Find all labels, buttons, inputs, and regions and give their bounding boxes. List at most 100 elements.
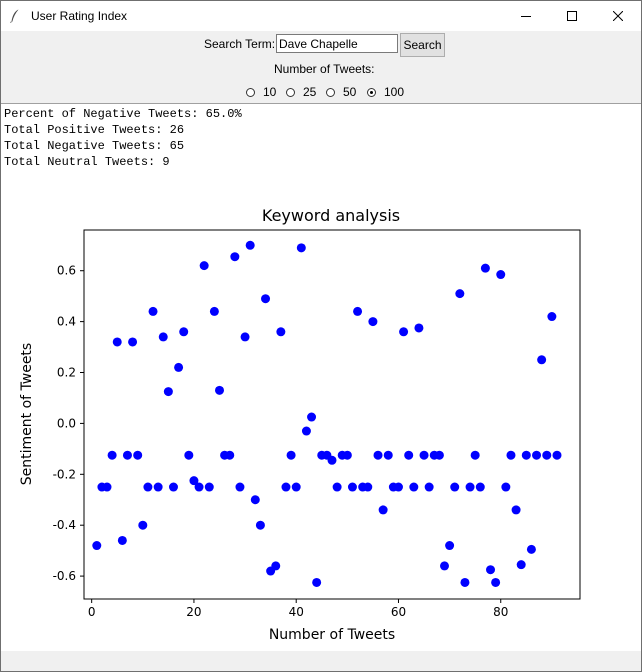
data-point — [204, 482, 214, 492]
x-axis-label: Number of Tweets — [269, 627, 395, 643]
data-point — [542, 450, 552, 460]
data-point — [271, 561, 281, 571]
x-tick-label: 20 — [186, 605, 201, 619]
data-point — [102, 482, 112, 492]
data-point — [506, 450, 516, 460]
data-point — [255, 520, 265, 530]
x-tick-label: 60 — [391, 605, 406, 619]
data-point — [424, 482, 434, 492]
data-point — [537, 355, 547, 365]
y-tick-label: 0.6 — [57, 264, 76, 278]
close-icon — [613, 11, 623, 21]
data-points — [92, 240, 562, 587]
title-bar[interactable]: User Rating Index — [1, 1, 641, 31]
data-point — [148, 306, 158, 316]
search-input[interactable] — [276, 34, 398, 53]
data-point — [496, 270, 506, 280]
data-point — [230, 252, 240, 262]
data-point — [128, 337, 138, 347]
positive-count-text: Total Positive Tweets: 26 — [4, 123, 185, 137]
data-point — [450, 482, 460, 492]
radio-button-icon[interactable] — [246, 87, 255, 97]
data-point — [291, 482, 301, 492]
radio-label: 25 — [303, 85, 317, 99]
data-point — [112, 337, 122, 347]
feather-icon — [10, 9, 19, 23]
chart-title: Keyword analysis — [262, 206, 400, 225]
x-tick-label: 0 — [88, 605, 96, 619]
data-point — [547, 312, 557, 322]
data-point — [179, 327, 189, 337]
data-point — [480, 263, 490, 273]
minimize-icon — [521, 16, 531, 17]
window-title: User Rating Index — [31, 9, 128, 23]
search-button[interactable]: Search — [400, 33, 445, 57]
radio-button-icon[interactable] — [286, 87, 295, 97]
maximize-icon — [567, 11, 577, 21]
plot-area — [83, 229, 581, 600]
negative-percent-text: Percent of Negative Tweets: 65.0% — [4, 107, 242, 121]
data-point — [184, 450, 194, 460]
data-point — [261, 294, 271, 304]
y-axis-label: Sentiment of Tweets — [19, 343, 35, 485]
data-point — [486, 565, 496, 575]
data-point — [404, 450, 414, 460]
data-point — [168, 482, 178, 492]
data-point — [92, 541, 102, 551]
close-button[interactable] — [595, 1, 641, 31]
data-point — [409, 482, 419, 492]
search-term-label: Search Term: — [204, 37, 276, 51]
data-point — [434, 450, 444, 460]
data-point — [327, 455, 337, 465]
data-point — [133, 450, 143, 460]
data-point — [225, 450, 235, 460]
data-point — [393, 482, 403, 492]
data-point — [511, 505, 521, 515]
radio-100[interactable]: 100 — [367, 84, 404, 100]
y-axis: -0.6 -0.4 -0.2 0.0 0.2 0.4 0.6 — [53, 264, 84, 583]
data-point — [373, 450, 383, 460]
data-point — [501, 482, 511, 492]
maximize-button[interactable] — [549, 1, 595, 31]
data-point — [419, 450, 429, 460]
radio-label: 10 — [263, 85, 277, 99]
radio-50[interactable]: 50 — [326, 84, 356, 100]
data-point — [465, 482, 475, 492]
data-point — [353, 306, 363, 316]
status-bar — [1, 651, 641, 671]
data-point — [215, 385, 225, 395]
data-point — [276, 327, 286, 337]
radio-10[interactable]: 10 — [246, 84, 276, 100]
data-point — [122, 450, 132, 460]
y-tick-label: 0.4 — [57, 315, 76, 329]
data-point — [532, 450, 542, 460]
data-point — [383, 450, 393, 460]
radio-25[interactable]: 25 — [286, 84, 316, 100]
data-point — [245, 240, 255, 250]
number-of-tweets-label: Number of Tweets: — [274, 62, 375, 76]
data-point — [296, 243, 306, 253]
data-point — [209, 306, 219, 316]
data-point — [117, 535, 127, 545]
data-point — [235, 482, 245, 492]
data-point — [347, 482, 357, 492]
radio-label: 100 — [384, 85, 405, 99]
radio-label: 50 — [343, 85, 357, 99]
data-point — [491, 577, 501, 587]
data-point — [445, 541, 455, 551]
data-point — [399, 327, 409, 337]
data-point — [158, 332, 168, 342]
radio-button-icon[interactable] — [326, 87, 335, 97]
data-point — [439, 561, 449, 571]
data-point — [143, 482, 153, 492]
data-point — [516, 560, 526, 570]
separator — [1, 103, 641, 104]
y-tick-label: -0.2 — [53, 467, 76, 481]
y-tick-label: -0.4 — [53, 518, 76, 532]
data-point — [414, 323, 424, 333]
radio-button-selected-icon[interactable] — [367, 87, 376, 97]
data-point — [286, 450, 296, 460]
minimize-button[interactable] — [503, 1, 549, 31]
data-point — [189, 476, 199, 486]
